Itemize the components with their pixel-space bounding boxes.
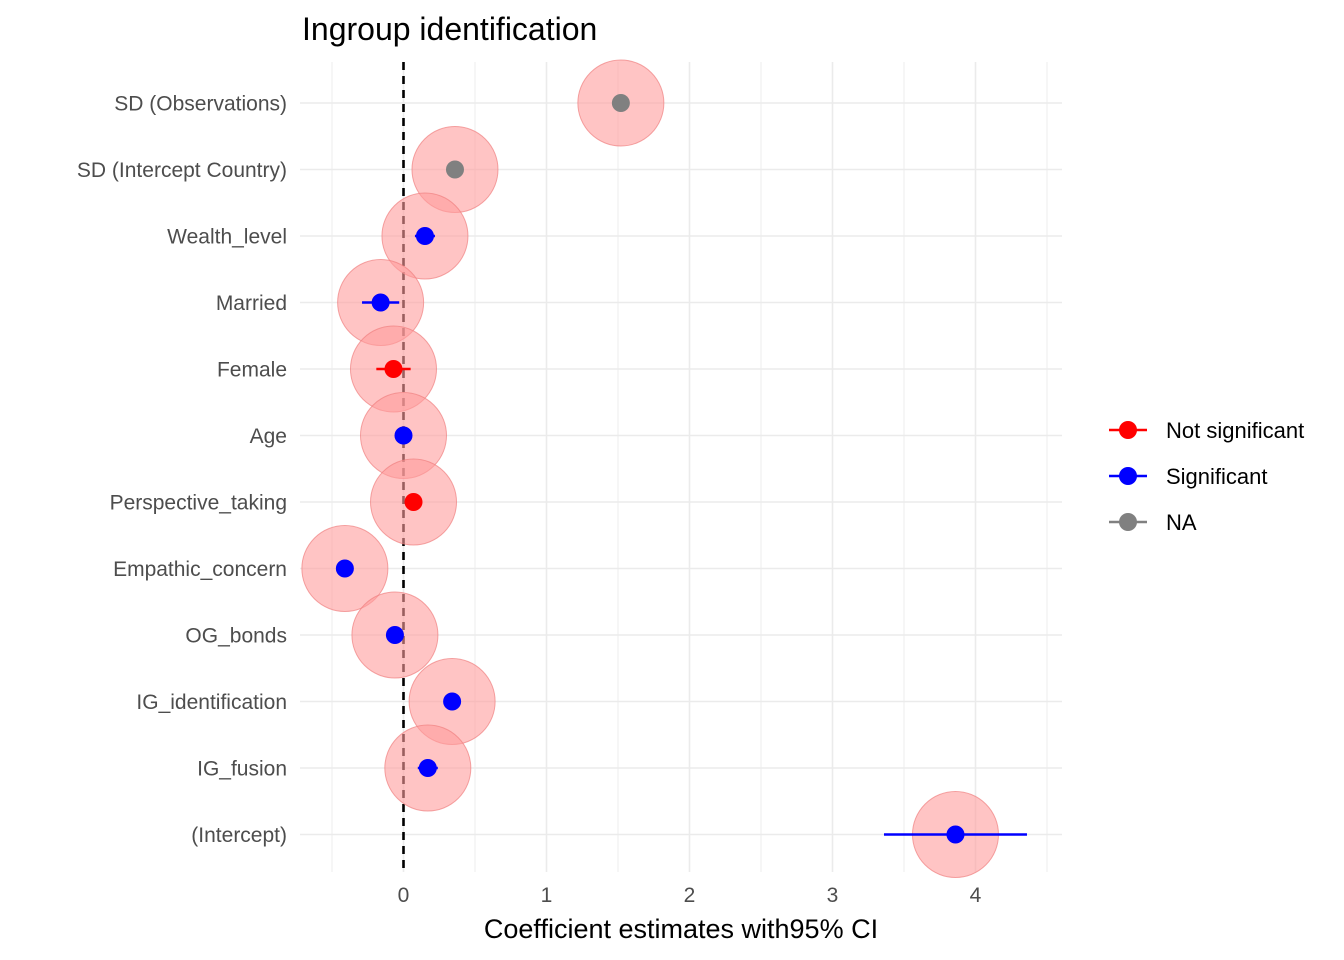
x-tick-label: 4 <box>970 884 982 907</box>
point-intercept <box>946 825 965 844</box>
y-tick-labels: SD (Observations) SD (Intercept Country) W… <box>77 93 287 848</box>
y-tick-label: Perspective_taking <box>110 492 287 515</box>
halo-layer <box>301 59 999 878</box>
legend: Not significant Significant NA <box>1109 418 1304 535</box>
x-tick-label: 0 <box>398 884 410 907</box>
legend-label: Significant <box>1166 464 1268 489</box>
y-tick-label: Female <box>217 359 287 382</box>
point-og-bonds <box>385 626 404 644</box>
point-sd-observations <box>611 94 630 112</box>
point-wealth-level <box>415 227 434 245</box>
y-tick-label: Empathic_concern <box>113 558 287 581</box>
point-perspective-taking <box>404 493 423 511</box>
x-tick-labels: 0 1 2 3 4 <box>398 884 982 907</box>
y-tick-label: IG_identification <box>136 691 287 714</box>
point-ig-identification <box>443 692 462 711</box>
y-tick-label: (Intercept) <box>191 824 287 847</box>
x-axis-title: Coefficient estimates with95% CI <box>484 914 878 944</box>
y-tick-label: Age <box>250 425 287 448</box>
point-sd-intercept-country <box>445 160 464 179</box>
legend-label: Not significant <box>1166 418 1304 443</box>
x-tick-label: 3 <box>827 884 839 907</box>
x-tick-label: 2 <box>684 884 696 907</box>
point-married <box>371 293 390 312</box>
y-tick-label: Wealth_level <box>167 226 287 249</box>
point-layer <box>335 94 965 844</box>
y-tick-label: Married <box>216 292 287 315</box>
legend-key-point <box>1119 467 1137 485</box>
legend-key-point <box>1119 421 1137 439</box>
x-tick-label: 1 <box>541 884 553 907</box>
chart-title: Ingroup identification <box>302 11 597 47</box>
legend-label: NA <box>1166 510 1197 535</box>
y-tick-label: IG_fusion <box>197 758 287 781</box>
point-age <box>394 426 413 445</box>
point-female <box>384 360 403 378</box>
legend-key-point <box>1119 513 1137 531</box>
y-tick-label: SD (Observations) <box>114 93 287 116</box>
y-tick-label: SD (Intercept Country) <box>77 159 287 182</box>
point-empathic-concern <box>335 559 354 578</box>
point-ig-fusion <box>418 759 437 777</box>
y-tick-label: OG_bonds <box>185 625 287 648</box>
